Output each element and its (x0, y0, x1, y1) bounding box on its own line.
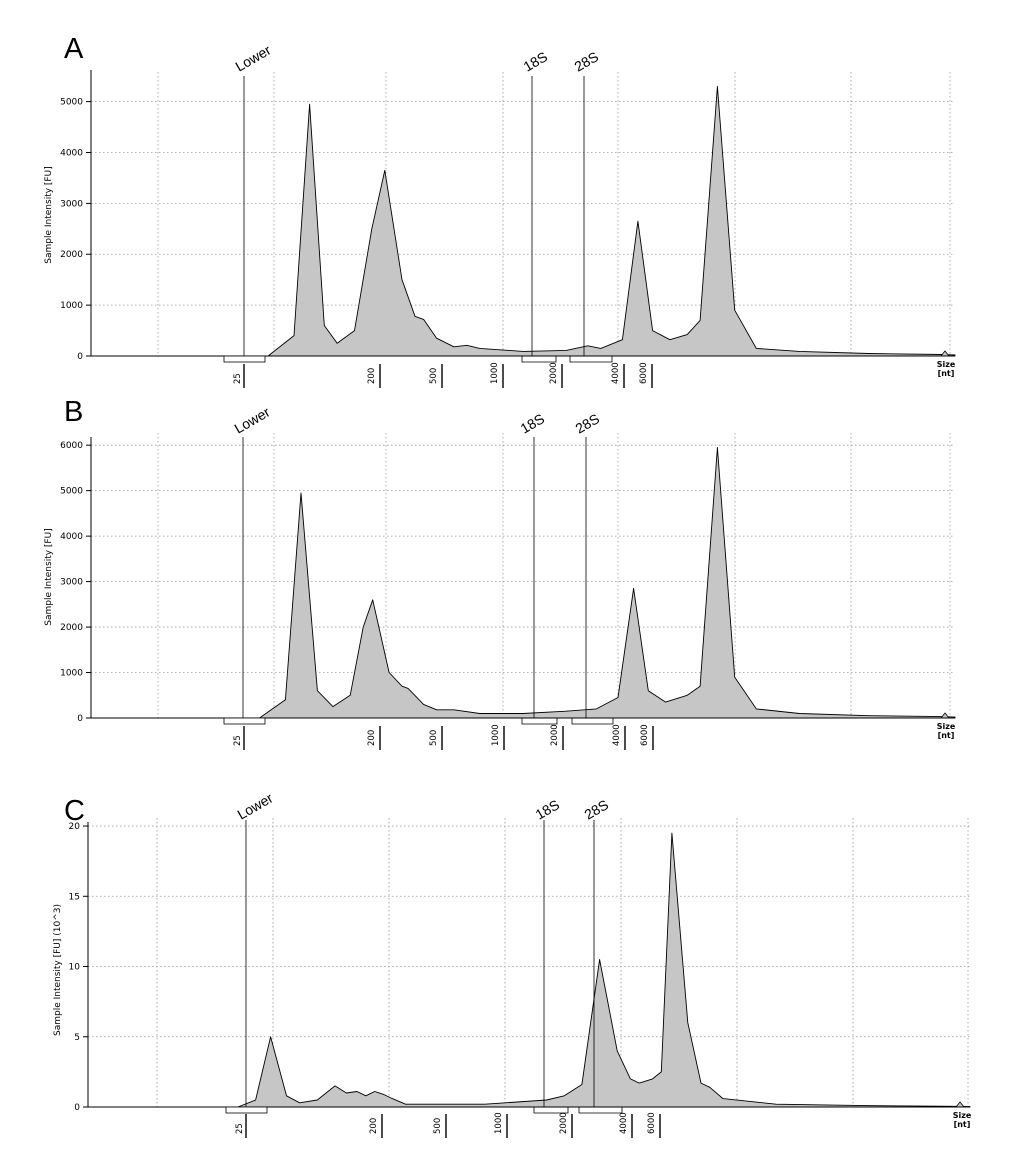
marker-label-2000-a: 2000 (549, 362, 559, 384)
x-size-label-a: Size (937, 360, 956, 369)
marker-label-200-b: 200 (367, 730, 377, 746)
marker-label-500-a: 500 (429, 368, 439, 384)
gridlines-c (88, 818, 970, 1107)
y-tick-label-a-1: 1000 (60, 301, 83, 311)
panel-label-b: B (64, 396, 83, 428)
marker-label-6000-c: 6000 (647, 1112, 657, 1134)
marker-label-200-c: 200 (369, 1118, 379, 1134)
window-lower-a (223, 355, 266, 363)
y-tick-label-a-4: 4000 (60, 148, 83, 158)
y-tick-label-a-2: 2000 (60, 250, 83, 260)
peak-label-lower-a: Lower (233, 42, 274, 75)
marker-label-6000-a: 6000 (639, 362, 649, 384)
size-markers-b: 25 200 500 1000 2000 4000 6000 (233, 724, 654, 750)
window-28s-a (569, 356, 613, 363)
plot-area-c (96, 832, 971, 1108)
window-lower-c (225, 1106, 268, 1114)
y-tick-label-c-0: 0 (74, 1103, 80, 1113)
y-axis-label-a: Sample Intensity [FU] (44, 166, 54, 263)
y-tick-label-b-6: 6000 (60, 441, 83, 451)
y-axis-label-c: Sample Intensity [FU] (10^3) (53, 904, 63, 1036)
y-tick-label-c-3: 15 (69, 892, 80, 902)
peak-label-lower-c: Lower (235, 790, 276, 823)
x-unit-label-b: [nt] (938, 731, 955, 740)
marker-label-6000-b: 6000 (640, 724, 650, 746)
end-marker-a (940, 350, 950, 357)
marker-label-2000-b: 2000 (550, 724, 560, 746)
window-28s-c (578, 1107, 623, 1114)
end-marker-c (955, 1101, 965, 1108)
marker-label-1000-b: 1000 (491, 724, 501, 746)
electropherogram-trace-c (96, 832, 971, 1108)
peak-label-28s-c: 28S (582, 796, 612, 822)
window-18s-b (521, 718, 558, 725)
panel-b: B 0 1000 2000 3000 4000 5000 6000 Sample Inten… (44, 396, 956, 750)
y-tick-label-b-5: 5000 (60, 487, 83, 497)
electropherogram-trace-b (99, 447, 956, 719)
window-lower-b (223, 717, 266, 725)
electropherogram-trace-a (99, 85, 956, 357)
marker-label-4000-b: 4000 (612, 724, 622, 746)
size-markers-c: 25 200 500 1000 2000 4000 6000 (235, 1112, 661, 1138)
x-unit-label-a: [nt] (938, 369, 955, 378)
y-tick-label-b-2: 2000 (60, 623, 83, 633)
window-18s-a (521, 356, 557, 363)
gridlines-b (91, 433, 955, 718)
y-tick-label-a-3: 3000 (60, 199, 83, 209)
peak-label-18s-a: 18S (521, 48, 551, 74)
y-axis-label-b: Sample Intensity [FU] (44, 528, 54, 625)
peak-label-18s-b: 18S (518, 410, 548, 436)
marker-label-25-a: 25 (233, 373, 243, 384)
panel-label-c: C (64, 795, 85, 827)
marker-label-4000-c: 4000 (619, 1112, 629, 1134)
gridlines-a (91, 72, 955, 356)
x-size-label-c: Size (953, 1111, 972, 1120)
y-tick-label-c-1: 5 (74, 1033, 80, 1043)
marker-label-200-a: 200 (367, 368, 377, 384)
panel-a: A 0 1000 2000 3000 4000 5000 Sample Intensity… (44, 33, 956, 388)
size-markers-a: 25 200 500 1000 2000 4000 6000 (233, 362, 653, 388)
peak-label-18s-c: 18S (533, 796, 563, 822)
marker-label-25-b: 25 (233, 735, 243, 746)
marker-label-1000-c: 1000 (494, 1112, 504, 1134)
peak-label-28s-b: 28S (573, 410, 603, 436)
y-tick-label-b-0: 0 (77, 714, 83, 724)
peak-label-28s-a: 28S (572, 48, 602, 74)
y-tick-label-b-3: 3000 (60, 578, 83, 588)
marker-label-2000-c: 2000 (559, 1112, 569, 1134)
plot-area-b (99, 447, 956, 719)
y-tick-label-c-4: 20 (69, 822, 81, 832)
y-tick-label-a-5: 5000 (60, 98, 83, 108)
marker-label-4000-a: 4000 (611, 362, 621, 384)
marker-label-500-c: 500 (433, 1118, 443, 1134)
y-tick-label-b-4: 4000 (60, 532, 83, 542)
x-size-label-b: Size (937, 722, 956, 731)
x-unit-label-c: [nt] (954, 1120, 971, 1129)
window-28s-b (571, 718, 614, 725)
y-tick-label-c-2: 10 (69, 963, 81, 973)
marker-label-25-c: 25 (235, 1123, 245, 1134)
y-tick-label-b-1: 1000 (60, 669, 83, 679)
y-ticks-c: 0 5 10 15 20 (69, 822, 88, 1113)
y-tick-label-a-0: 0 (77, 352, 83, 362)
marker-label-500-b: 500 (429, 730, 439, 746)
window-18s-c (533, 1107, 569, 1114)
y-ticks-a: 0 1000 2000 3000 4000 5000 (60, 98, 91, 362)
panel-label-a: A (64, 33, 84, 65)
plot-area-a (99, 85, 956, 357)
peak-label-lower-b: Lower (232, 404, 273, 437)
end-marker-b (940, 712, 950, 719)
marker-label-1000-a: 1000 (490, 362, 500, 384)
y-ticks-b: 0 1000 2000 3000 4000 5000 6000 (60, 441, 91, 724)
